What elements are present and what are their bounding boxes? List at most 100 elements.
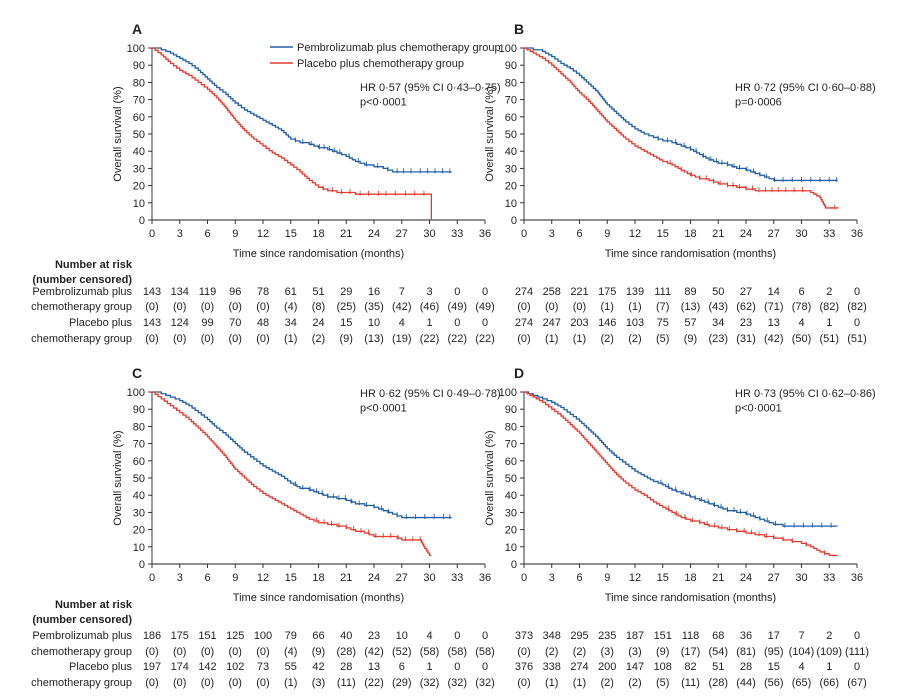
- x-tick-label: 24: [740, 228, 752, 240]
- y-tick-label: 10: [505, 198, 517, 210]
- x-tick-label: 18: [312, 228, 324, 240]
- risk-value-placebo-at-risk: 15: [768, 661, 780, 673]
- risk-value-placebo-at-risk: 23: [740, 317, 752, 329]
- risk-value-placebo-at-risk: 28: [340, 661, 352, 673]
- risk-value-pembrolizumab-censored: (0): [201, 646, 214, 658]
- risk-value-placebo-censored: (2): [628, 677, 641, 689]
- risk-value-pembrolizumab-censored: (0): [517, 301, 530, 313]
- y-tick-label: 80: [505, 77, 517, 89]
- y-tick-label: 0: [511, 559, 517, 571]
- risk-value-placebo-censored: (2): [601, 333, 614, 345]
- y-tick-label: 30: [133, 163, 145, 175]
- x-tick-label: 24: [368, 572, 380, 584]
- y-tick-label: 30: [133, 507, 145, 519]
- x-tick-label: 15: [657, 228, 669, 240]
- x-axis-title: Time since randomisation (months): [233, 592, 404, 604]
- risk-value-pembrolizumab-censored: (3): [628, 646, 641, 658]
- y-tick-label: 80: [505, 421, 517, 433]
- risk-value-pembrolizumab-censored: (0): [145, 646, 158, 658]
- risk-value-placebo-censored: (22): [475, 333, 495, 345]
- risk-value-pembrolizumab-at-risk: 79: [285, 630, 297, 642]
- y-axis-title: Overall survival (%): [484, 86, 496, 181]
- risk-value-placebo-at-risk: 82: [684, 661, 696, 673]
- x-tick-label: 15: [657, 572, 669, 584]
- km-curve-placebo: [524, 47, 839, 209]
- y-tick-label: 70: [505, 95, 517, 107]
- risk-row-label: chemotherapy group: [31, 646, 132, 658]
- x-tick-label: 33: [451, 572, 463, 584]
- risk-value-placebo-censored: (0): [256, 333, 269, 345]
- risk-value-placebo-censored: (50): [792, 333, 812, 345]
- risk-value-pembrolizumab-censored: (0): [173, 301, 186, 313]
- risk-value-pembrolizumab-at-risk: 3: [426, 286, 432, 298]
- risk-value-placebo-at-risk: 197: [143, 661, 161, 673]
- risk-value-pembrolizumab-at-risk: 7: [798, 630, 804, 642]
- risk-value-pembrolizumab-censored: (49): [475, 301, 495, 313]
- risk-value-pembrolizumab-at-risk: 0: [854, 630, 860, 642]
- risk-row-label: Placebo plus: [69, 317, 132, 329]
- risk-value-placebo-censored: (22): [364, 677, 384, 689]
- risk-value-placebo-censored: (1): [284, 677, 297, 689]
- risk-value-pembrolizumab-censored: (49): [447, 301, 467, 313]
- y-tick-label: 80: [133, 77, 145, 89]
- y-axis-title: Overall survival (%): [484, 430, 496, 525]
- risk-value-pembrolizumab-censored: (58): [475, 646, 495, 658]
- x-tick-label: 36: [479, 228, 491, 240]
- risk-value-pembrolizumab-censored: (81): [736, 646, 756, 658]
- risk-value-pembrolizumab-censored: (95): [764, 646, 784, 658]
- x-tick-label: 18: [312, 572, 324, 584]
- risk-value-pembrolizumab-at-risk: 0: [454, 286, 460, 298]
- p-value-text: p<0·0001: [360, 403, 407, 415]
- risk-value-placebo-censored: (2): [312, 333, 325, 345]
- risk-value-pembrolizumab-at-risk: 51: [312, 286, 324, 298]
- risk-value-pembrolizumab-at-risk: 7: [399, 286, 405, 298]
- risk-value-placebo-at-risk: 203: [570, 317, 588, 329]
- risk-value-placebo-at-risk: 55: [285, 661, 297, 673]
- risk-value-pembrolizumab-censored: (52): [392, 646, 412, 658]
- y-tick-label: 50: [133, 473, 145, 485]
- risk-value-pembrolizumab-at-risk: 151: [198, 630, 216, 642]
- risk-value-placebo-at-risk: 34: [285, 317, 297, 329]
- risk-value-placebo-censored: (0): [201, 677, 214, 689]
- risk-value-placebo-at-risk: 0: [454, 317, 460, 329]
- x-tick-label: 0: [149, 572, 155, 584]
- risk-value-pembrolizumab-at-risk: 175: [598, 286, 616, 298]
- risk-value-placebo-at-risk: 15: [340, 317, 352, 329]
- risk-value-placebo-at-risk: 42: [312, 661, 324, 673]
- risk-value-pembrolizumab-censored: (58): [420, 646, 440, 658]
- x-tick-label: 15: [285, 228, 297, 240]
- y-tick-label: 60: [133, 112, 145, 124]
- km-curve-pembrolizumab: [152, 391, 452, 519]
- risk-value-placebo-at-risk: 10: [368, 317, 380, 329]
- risk-value-pembrolizumab-at-risk: 0: [482, 630, 488, 642]
- y-tick-label: 80: [133, 421, 145, 433]
- risk-value-pembrolizumab-at-risk: 6: [798, 286, 804, 298]
- risk-value-placebo-censored: (22): [420, 333, 440, 345]
- risk-value-pembrolizumab-at-risk: 0: [482, 286, 488, 298]
- risk-value-placebo-at-risk: 57: [684, 317, 696, 329]
- risk-value-placebo-at-risk: 48: [257, 317, 269, 329]
- risk-value-pembrolizumab-at-risk: 373: [515, 630, 533, 642]
- x-tick-label: 30: [795, 572, 807, 584]
- risk-value-placebo-at-risk: 146: [598, 317, 616, 329]
- risk-value-placebo-at-risk: 103: [626, 317, 644, 329]
- risk-value-placebo-at-risk: 108: [654, 661, 672, 673]
- risk-value-placebo-censored: (1): [573, 677, 586, 689]
- risk-table-labels: Number at risk (number censored)Pembroliz…: [31, 259, 133, 345]
- risk-value-placebo-at-risk: 247: [543, 317, 561, 329]
- x-tick-label: 9: [232, 572, 238, 584]
- y-tick-label: 50: [133, 129, 145, 141]
- legend-label-placebo: Placebo plus chemotherapy group: [297, 58, 464, 70]
- risk-value-pembrolizumab-at-risk: 23: [368, 630, 380, 642]
- risk-value-placebo-at-risk: 274: [570, 661, 588, 673]
- x-tick-label: 12: [257, 228, 269, 240]
- risk-table-subtitle: (number censored): [32, 614, 132, 626]
- x-tick-label: 36: [479, 572, 491, 584]
- x-tick-label: 18: [684, 228, 696, 240]
- risk-value-pembrolizumab-at-risk: 235: [598, 630, 616, 642]
- risk-value-placebo-at-risk: 4: [798, 317, 804, 329]
- risk-value-placebo-at-risk: 0: [454, 661, 460, 673]
- panel-label: C: [132, 365, 142, 381]
- panel-label: A: [132, 21, 142, 37]
- risk-value-pembrolizumab-at-risk: 27: [740, 286, 752, 298]
